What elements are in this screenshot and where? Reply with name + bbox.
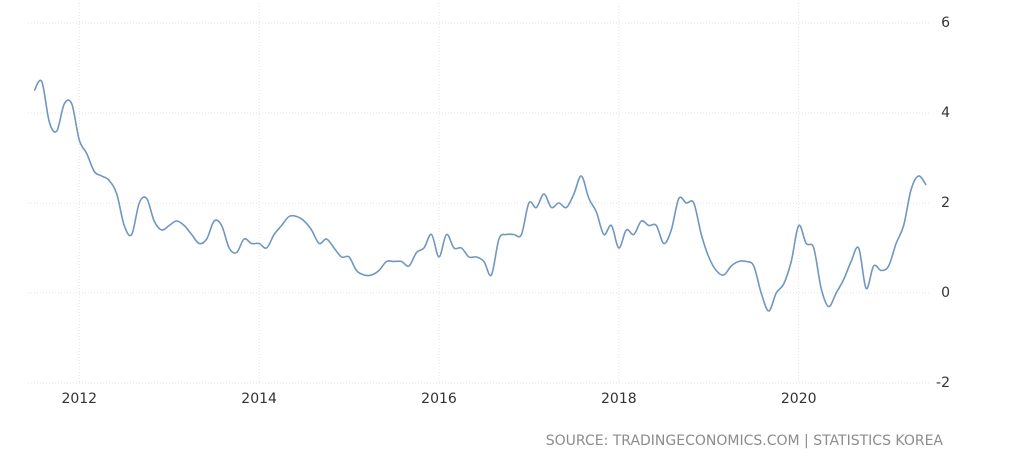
y-tick-label: -2 (936, 375, 950, 391)
y-tick-label: 0 (941, 285, 950, 301)
x-tick-label: 2012 (61, 391, 97, 407)
y-tick-label: 2 (941, 195, 950, 211)
y-tick-label: 4 (941, 105, 950, 121)
source: SOURCE: TRADINGECONOMICS.COM | STATISTIC… (546, 433, 944, 449)
x-tick-label: 2018 (601, 391, 637, 407)
x-tick-label: 2014 (241, 391, 277, 407)
x-tick-label: 2016 (421, 391, 457, 407)
line-series (33, 79, 927, 312)
y-tick-label: 6 (941, 15, 950, 31)
x-tick-label: 2020 (781, 391, 817, 407)
